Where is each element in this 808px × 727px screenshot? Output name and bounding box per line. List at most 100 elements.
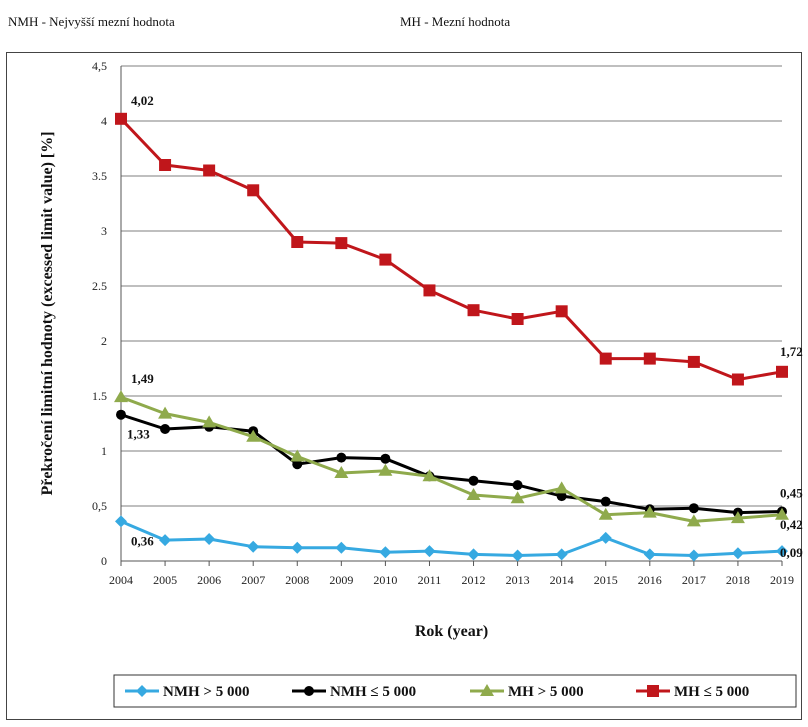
legend-label: NMH ≤ 5 000 [330,684,416,700]
data-point [247,184,260,197]
legend-item-3: MH ≤ 5 000 [636,684,749,700]
data-point [115,112,127,125]
y-axis-title: Překročení limitní hodnoty (excessed lim… [39,131,56,495]
y-tick-label: 0,5 [92,499,107,513]
data-point [598,507,613,520]
data-point [379,253,392,266]
data-point [731,373,744,386]
data-point [467,548,480,561]
series-3 [115,112,788,386]
y-tick-label: 4,5 [92,59,107,73]
data-label: 0,42 [780,517,803,532]
data-point [555,305,568,318]
data-point [334,466,349,478]
data-point [246,429,261,442]
data-point [247,540,260,553]
legend-marker [480,684,494,696]
legend-marker [136,685,148,697]
data-point [160,424,171,434]
gridlines [121,65,782,507]
data-point [291,541,304,554]
y-tick-label: 3 [101,224,107,238]
x-axis-title: Rok (year) [415,623,488,640]
data-point [378,463,393,476]
data-point [511,313,524,325]
data-point [467,304,480,317]
data-point [775,507,789,520]
x-tick-label: 2008 [285,573,309,587]
legend-item-1: NMH ≤ 5 000 [292,684,416,700]
header-note-nmh: NMH - Nejvyšší mezní hodnota [8,14,175,29]
data-label: 0,36 [131,533,154,548]
x-tick-label: 2005 [153,573,177,587]
x-tick-label: 2017 [682,573,706,587]
data-point [336,452,347,463]
x-tick-label: 2015 [594,573,618,587]
data-point [292,459,303,470]
data-point [468,475,479,486]
data-labels: 4,02 1,49 1,33 0,36 1,72 0,45 0,42 0,09 [127,93,803,560]
x-tick-label: 2018 [726,573,750,587]
series-line [120,413,783,515]
data-point [511,549,524,562]
data-point [290,449,305,462]
data-label: 1,49 [131,371,154,386]
data-label: 1,33 [127,427,150,442]
data-label: 1,72 [780,344,803,359]
x-tick-label: 2012 [462,573,486,587]
data-point [116,409,126,420]
data-point [291,236,304,248]
data-point [159,534,172,547]
data-point [203,533,216,545]
y-tick-label: 3.5 [92,169,107,183]
data-point [466,488,481,500]
data-point [600,496,611,507]
x-tick-label: 2007 [241,573,265,587]
x-tick-label: 2013 [506,573,530,587]
legend-label: NMH > 5 000 [163,684,249,700]
data-point [555,548,568,561]
data-point [422,469,437,482]
data-point [114,390,128,403]
y-tick-label: 2 [101,334,107,348]
x-tick-label: 2006 [197,573,221,587]
data-point [158,406,173,419]
x-tick-label: 2011 [418,573,442,587]
x-tick-label: 2009 [329,573,353,587]
series-line [120,395,783,523]
series-2 [114,390,789,527]
data-label: 0,45 [780,486,803,501]
data-point [687,355,700,368]
data-point [687,549,700,562]
y-tick-label: 1 [101,444,107,458]
x-tick-label: 2019 [770,573,794,587]
y-tick-label: 2.5 [92,279,107,293]
y-tick-label: 1.5 [92,389,107,403]
data-point [380,453,391,464]
data-point [159,159,172,171]
legend-item-2: MH > 5 000 [470,684,584,700]
legend-box [113,674,797,708]
data-point [510,491,525,504]
data-point [423,284,436,297]
data-point [643,548,656,561]
data-point [554,481,569,494]
legend-marker [304,686,314,696]
data-point [202,415,217,428]
data-label: 0,09 [780,545,803,560]
data-point [512,480,523,491]
axes: 0 0,5 1 1.5 2 2.5 3 3.5 4 4,5 2004 2005 2006 2007 2008… [92,59,794,587]
legend-marker [647,685,659,697]
data-point [423,545,436,558]
data-point [731,547,744,560]
x-tick-label: 2004 [109,573,133,587]
series [114,112,789,562]
x-tick-label: 2014 [550,573,574,587]
y-tick-label: 4 [101,114,107,128]
data-point [688,503,699,514]
legend: NMH > 5 000 NMH ≤ 5 000 MH > 5 000 MH ≤ 5 0… [113,674,797,708]
legend-item-0: NMH > 5 000 [125,684,249,700]
data-point [203,164,216,177]
header-note-mh: MH - Mezní hodnota [400,14,511,29]
